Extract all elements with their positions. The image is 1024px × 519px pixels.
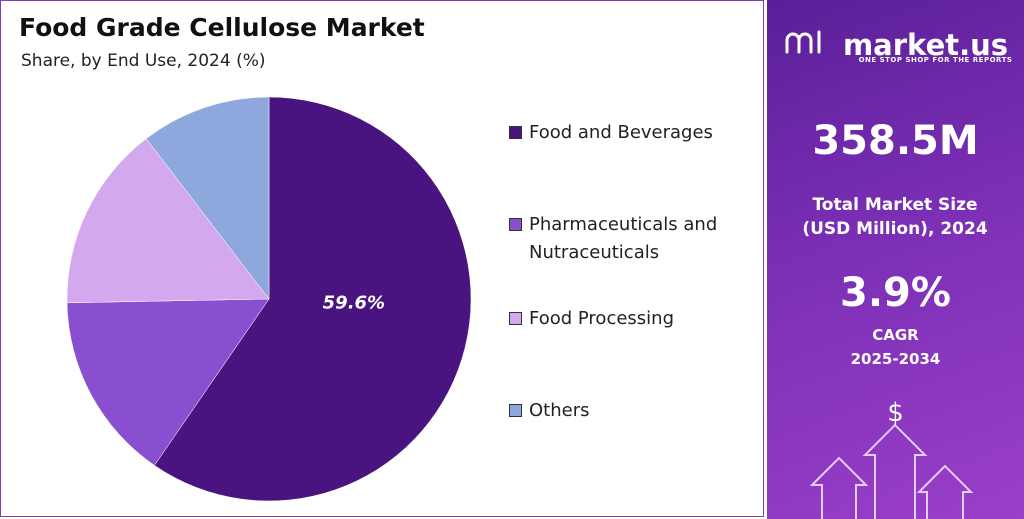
cagr-label: CAGR — [872, 326, 919, 344]
legend-item: Others — [509, 397, 769, 425]
pie-slice — [66, 298, 270, 466]
info-panel: market.us ONE STOP SHOP FOR THE REPORTS … — [767, 0, 1024, 519]
cagr-period: 2025-2034 — [850, 350, 941, 368]
legend-swatch — [509, 404, 522, 417]
logo-icon — [785, 30, 821, 54]
pie-slice — [145, 96, 270, 300]
legend-item: Food Processing — [509, 305, 769, 333]
pie-slice — [154, 96, 472, 502]
legend-label: Others — [529, 400, 590, 421]
market-size: 358.5M — [812, 118, 979, 164]
brand: market.us — [842, 28, 1009, 62]
legend-label: Food Processing — [529, 308, 675, 329]
arrows-decor — [809, 423, 974, 519]
chart-subtitle: Share, by End Use, 2024 (%) — [21, 51, 266, 71]
legend-item: Food and Beverages — [509, 119, 769, 147]
cagr-value: 3.9% — [840, 270, 951, 316]
legend-item: Pharmaceuticals and Nutraceuticals — [509, 211, 769, 267]
tagline: ONE STOP SHOP FOR THE REPORTS — [858, 56, 1013, 64]
currency-icon: $ — [887, 398, 904, 428]
legend-swatch — [509, 126, 522, 139]
legend-label: Pharmaceuticals and Nutraceuticals — [529, 214, 718, 263]
legend-swatch — [509, 218, 522, 231]
market-size-label: Total Market Size (USD Million), 2024 — [802, 195, 988, 239]
legend-label: Food and Beverages — [529, 122, 713, 143]
pie-chart: 59.6% — [66, 96, 472, 502]
data-label: 59.6% — [323, 292, 385, 313]
chart-title: Food Grade Cellulose Market — [19, 13, 425, 42]
pie-slice — [66, 138, 270, 304]
panel-decor — [785, 30, 974, 519]
chart-area: Food Grade Cellulose Market Share, by En… — [0, 0, 764, 517]
legend-swatch — [509, 312, 522, 325]
